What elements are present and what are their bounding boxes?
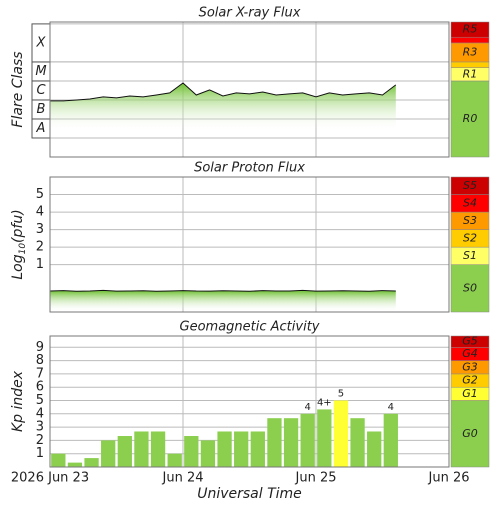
class-label: B: [37, 102, 46, 117]
scale-band: [450, 36, 490, 44]
value-label: 4: [305, 402, 311, 413]
y-axis-title-base: Log: [10, 254, 26, 279]
y-tick-label: 4: [36, 205, 44, 220]
y-tick-label: 2: [36, 433, 44, 448]
data-line: [49, 289, 396, 292]
y-axis-title: Log10(pfu): [10, 209, 28, 279]
scale-label: R3: [463, 45, 478, 58]
scale-label: S4: [463, 196, 477, 209]
bar: [350, 418, 365, 467]
bar: [84, 458, 99, 467]
scale-label: G1: [462, 387, 478, 400]
plot-frame: [49, 176, 450, 313]
plot-area: [50, 22, 449, 157]
y-axis-title: Flare Class: [10, 51, 26, 127]
plot-frame: [49, 335, 450, 468]
scale-band: [450, 21, 490, 38]
bar: [150, 431, 166, 467]
y-tick-label: 3: [36, 222, 44, 237]
y-tick-label: 5: [36, 393, 44, 408]
class-label: X: [36, 35, 47, 50]
bar: [333, 400, 349, 467]
panel-title: Geomagnetic Activity: [180, 320, 320, 335]
class-label: M: [35, 64, 46, 79]
panel-title: Solar X-ray Flux: [199, 6, 301, 21]
scale-label: G5: [462, 335, 478, 348]
y-tick-label: 2: [36, 240, 44, 255]
scale-label: S3: [463, 214, 477, 227]
area-fill: [50, 290, 396, 312]
bar: [51, 453, 66, 467]
bar: [200, 440, 216, 467]
scale-label: R5: [463, 23, 478, 36]
y-tick-label: 1: [36, 257, 44, 272]
scale-band: [450, 264, 490, 313]
bar: [250, 431, 265, 467]
bar: [117, 436, 132, 467]
class-label: C: [36, 83, 46, 98]
y-tick-label: 8: [36, 353, 44, 368]
y-tick-label: 3: [36, 420, 44, 435]
x-tick-label: Jun 25: [295, 471, 337, 486]
plot-frame: [49, 21, 450, 158]
panel-title: Solar Proton Flux: [194, 161, 305, 176]
plot-area: [50, 177, 449, 312]
y-tick-label: 5: [36, 187, 44, 202]
y-axis-title-sub: 10: [18, 243, 28, 255]
x-tick-label: Jun 24: [162, 471, 204, 486]
plot-area: [50, 336, 449, 467]
y-axis-title-unit: (pfu): [10, 209, 26, 243]
bar: [283, 418, 299, 467]
bar: [317, 409, 332, 467]
y-tick-label: 9: [36, 340, 44, 355]
x-tick-label: Jun 26: [428, 471, 470, 486]
data-line: [50, 82, 397, 102]
y-axis-title: Kp index: [10, 370, 26, 432]
scale-band: [450, 176, 490, 195]
x-tick-label: 2026 Jun 23: [11, 471, 89, 486]
scale-band: [450, 335, 490, 348]
scale-label: G3: [462, 360, 478, 373]
scale-band: [450, 80, 490, 158]
scale-label: S5: [463, 179, 477, 192]
scale-band: [450, 400, 490, 468]
scale-label: G0: [462, 427, 478, 440]
bar: [367, 431, 382, 467]
bar: [167, 453, 182, 467]
bar: [67, 462, 83, 467]
bar: [383, 413, 398, 467]
scale-label: S2: [463, 231, 477, 244]
scale-label: R0: [463, 112, 478, 125]
bar: [217, 431, 232, 467]
value-label: 5: [338, 389, 344, 400]
x-axis-title: Universal Time: [197, 486, 302, 502]
bar: [101, 440, 116, 467]
value-label: 4+: [317, 397, 332, 408]
y-tick-label: 7: [36, 366, 44, 381]
class-label: A: [36, 121, 46, 136]
scale-label: G2: [462, 374, 478, 387]
scale-band: [450, 61, 490, 68]
y-tick-label: 4: [36, 406, 44, 421]
bar: [134, 431, 149, 467]
bar: [234, 431, 249, 467]
scale-label: R1: [463, 67, 478, 80]
bar: [267, 418, 282, 467]
bar: [300, 413, 315, 467]
scale-label: S1: [463, 249, 477, 262]
scale-label: S0: [463, 281, 477, 294]
bar: [184, 436, 199, 467]
y-tick-label: 6: [36, 380, 44, 395]
scale-label: G4: [462, 347, 478, 360]
y-tick-label: 1: [36, 446, 44, 461]
value-label: 4: [388, 402, 394, 413]
